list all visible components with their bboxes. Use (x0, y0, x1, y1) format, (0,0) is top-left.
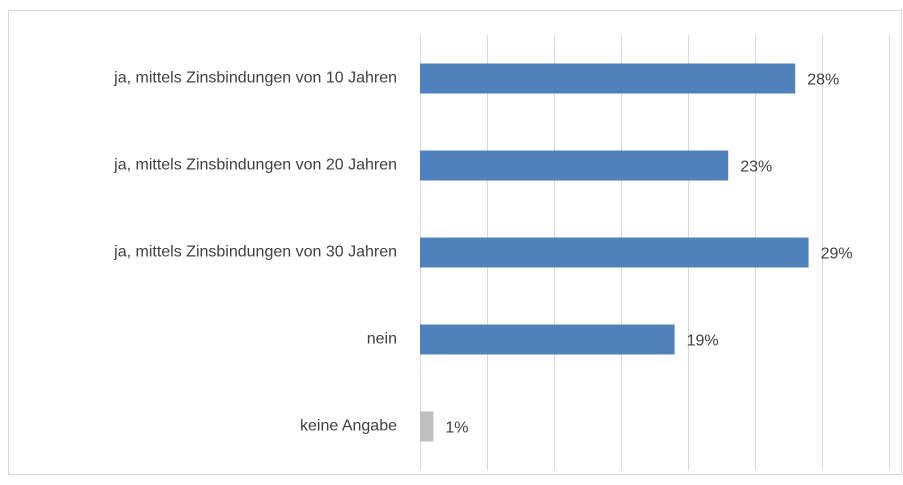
data-label: 23% (740, 159, 772, 176)
y-tick-label: keine Angabe (300, 418, 397, 435)
data-label: 29% (821, 246, 853, 263)
bar (420, 411, 434, 442)
bar (420, 150, 729, 181)
bar (420, 63, 796, 94)
bar (420, 324, 675, 355)
data-label: 1% (445, 420, 468, 437)
y-tick-label: nein (367, 331, 397, 348)
y-tick-label: ja, mittels Zinsbindungen von 20 Jahren (113, 157, 397, 174)
y-tick-label: ja, mittels Zinsbindungen von 10 Jahren (113, 70, 397, 87)
y-tick-label: ja, mittels Zinsbindungen von 30 Jahren (113, 244, 397, 261)
bar (420, 237, 809, 268)
data-label: 28% (807, 72, 839, 89)
data-label: 19% (687, 333, 719, 350)
